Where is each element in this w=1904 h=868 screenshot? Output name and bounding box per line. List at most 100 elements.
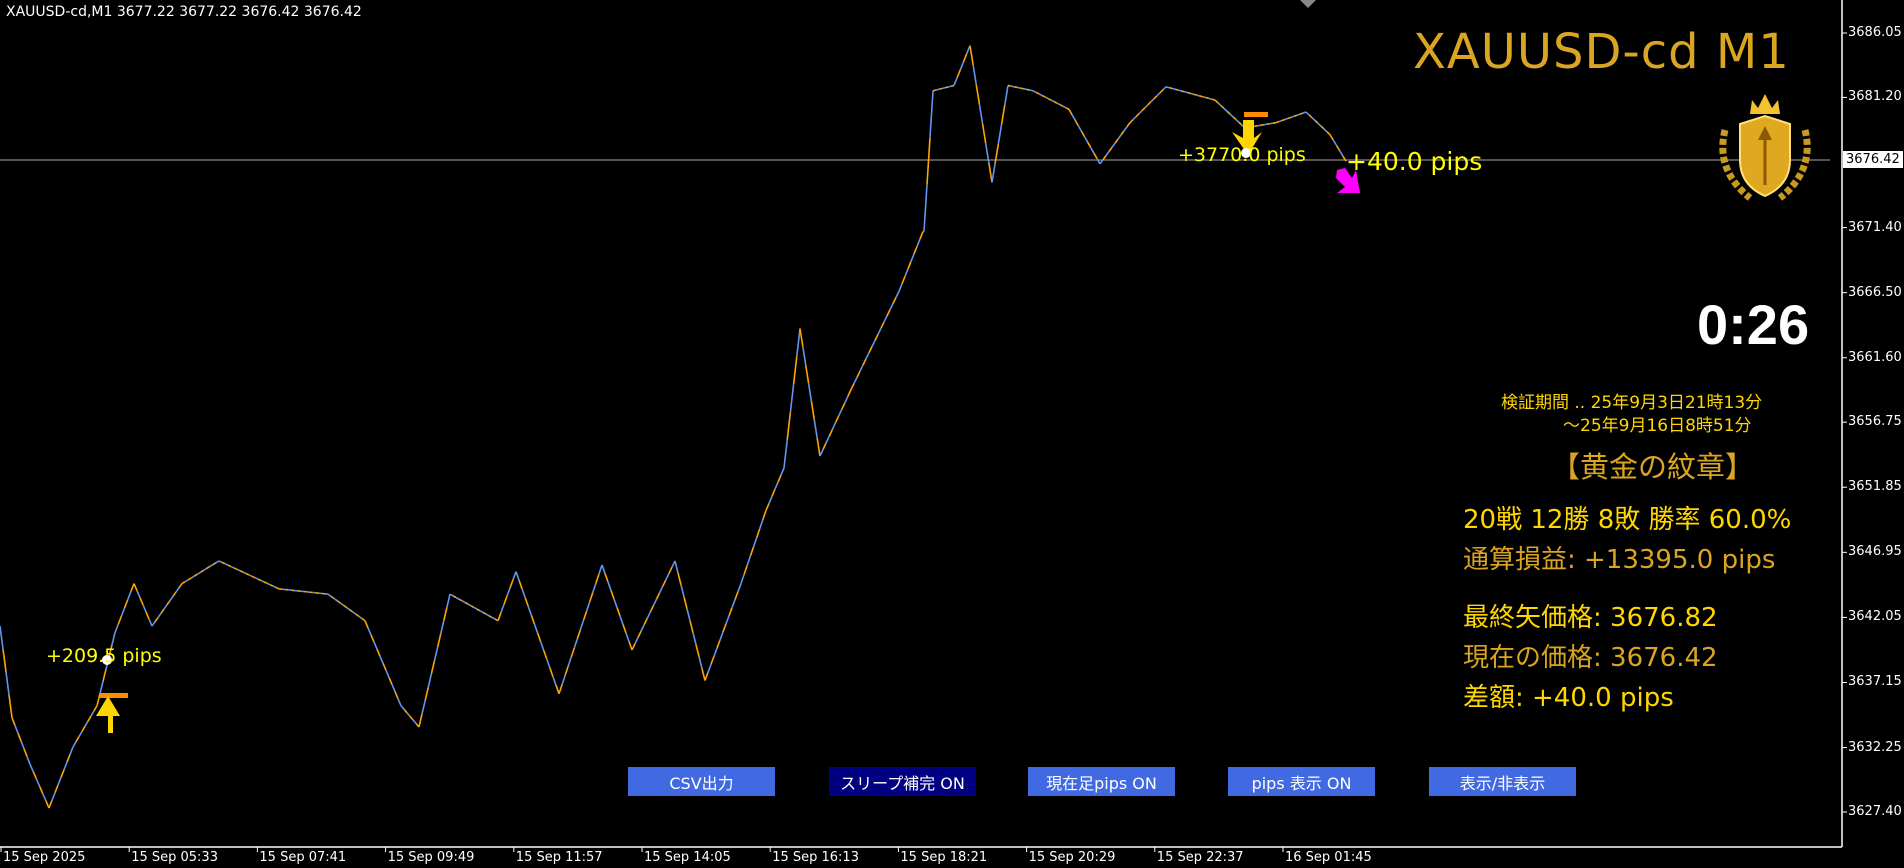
price-segment: [777, 474, 782, 483]
price-segment: [585, 601, 591, 612]
price-segment: [215, 560, 220, 564]
time-tick-label: 15 Sep 2025: [3, 850, 86, 865]
chart-shift-marker[interactable]: [1300, 0, 1316, 8]
price-segment: [35, 778, 41, 787]
price-segment: [23, 748, 28, 757]
price-segment: [1229, 113, 1234, 118]
price-segment: [476, 608, 481, 612]
price-segment: [1238, 121, 1243, 126]
price-segment: [783, 440, 788, 469]
csv-export-button[interactable]: CSV出力: [628, 767, 775, 796]
price-segment: [913, 246, 918, 255]
price-segment: [640, 624, 646, 632]
bar-countdown-timer: 0:26: [1697, 293, 1810, 356]
current-bar-pips-toggle[interactable]: 現在足pips ON: [1028, 767, 1175, 796]
price-segment: [1214, 99, 1219, 104]
price-segment: [880, 321, 885, 329]
price-segment: [1147, 101, 1152, 106]
price-segment: [1281, 118, 1286, 122]
price-segment: [57, 777, 62, 786]
price-segment: [1332, 139, 1338, 146]
period-line-2: ～25年9月16日8時51分: [1563, 416, 1752, 436]
price-segment: [935, 88, 940, 91]
price-segment: [1223, 107, 1228, 112]
price-segment: [1108, 146, 1113, 152]
price-segment: [771, 488, 776, 497]
price-segment: [1086, 141, 1092, 148]
show-hide-button[interactable]: 表示/非表示: [1429, 767, 1576, 796]
price-segment: [871, 340, 876, 347]
price-segment: [604, 573, 609, 583]
price-segment: [816, 437, 821, 457]
price-segment: [1278, 119, 1283, 123]
current-pips-label: +40.0 pips: [1346, 147, 1483, 176]
price-segment: [975, 84, 981, 105]
price-segment: [72, 741, 77, 748]
price-tick-label: 3651.85: [1848, 479, 1902, 495]
price-segment: [443, 607, 448, 621]
price-segment: [367, 627, 372, 636]
price-segment: [1296, 113, 1301, 116]
price-segment: [1302, 111, 1307, 114]
price-segment: [743, 565, 749, 575]
price-segment: [1260, 123, 1264, 127]
price-segment: [825, 435, 831, 444]
price-segment: [1308, 114, 1313, 119]
sleep-complement-toggle[interactable]: スリープ補完 ON: [829, 767, 976, 796]
price-segment: [190, 575, 195, 579]
price-segment: [592, 583, 597, 593]
price-segment: [1062, 105, 1067, 109]
price-segment: [1257, 124, 1261, 127]
pips-display-toggle[interactable]: pips 表示 ON: [1228, 767, 1375, 796]
sell-pips-label: +3770.0 pips: [1178, 144, 1306, 166]
price-segment: [740, 574, 745, 584]
price-segment: [898, 283, 903, 292]
price-segment: [686, 608, 691, 621]
price-segment: [203, 567, 208, 572]
price-segment: [239, 570, 244, 573]
price-segment: [1162, 86, 1167, 91]
price-segment: [1235, 119, 1240, 123]
price-segment: [1029, 89, 1034, 92]
price-segment: [1041, 94, 1046, 98]
price-segment: [1135, 113, 1140, 118]
price-segment: [242, 571, 247, 575]
price-segment: [181, 580, 186, 585]
price-segment: [500, 604, 505, 613]
price-segment: [947, 85, 952, 88]
price-segment: [595, 573, 600, 584]
price-segment: [349, 609, 354, 613]
price-tick-label: 3681.20: [1848, 89, 1902, 105]
price-segment: [388, 677, 393, 685]
price-segment: [330, 595, 335, 600]
price-segment: [69, 746, 74, 755]
price-segment: [1150, 98, 1155, 103]
price-segment: [916, 238, 921, 247]
price-segment: [628, 641, 633, 651]
price-segment: [269, 583, 274, 587]
price-segment: [361, 617, 366, 622]
price-segment: [844, 395, 849, 404]
price-segment: [406, 712, 411, 717]
period-line-1: 検証期間 .. 25年9月3日21時13分: [1501, 393, 1763, 413]
price-segment: [1326, 131, 1331, 136]
price-segment: [1335, 144, 1341, 151]
price-segment: [734, 591, 739, 600]
price-segment: [847, 389, 852, 397]
sell-arrow-icon: [1232, 120, 1262, 155]
price-segment: [1269, 122, 1274, 125]
price-segment: [54, 784, 59, 794]
price-segment: [1038, 93, 1043, 97]
price-segment: [582, 610, 588, 621]
price-segment: [536, 632, 542, 642]
price-segment: [148, 618, 153, 627]
price-segment: [853, 376, 858, 384]
price-segment: [728, 607, 733, 617]
price-segment: [342, 604, 347, 609]
sell-entry-dash: [1244, 112, 1268, 117]
price-segment: [470, 605, 475, 609]
price-segment: [473, 606, 478, 610]
price-segment: [1032, 90, 1037, 94]
price-segment: [512, 571, 517, 581]
